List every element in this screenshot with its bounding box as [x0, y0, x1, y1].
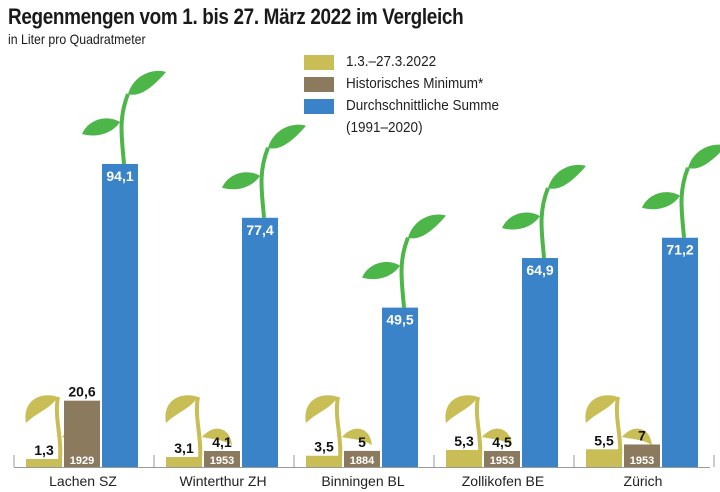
legend-label-average: Durchschnittliche Summe [346, 97, 500, 114]
plant-leaf-icon [642, 192, 680, 210]
wilted-leaf-icon [25, 395, 58, 423]
bar-minimum [64, 400, 100, 467]
plant-leaf-icon [128, 70, 166, 95]
plant-stem-icon [679, 166, 690, 238]
data-label-minimum-year: 1929 [70, 455, 94, 467]
x-tick-label: Binningen BL [321, 473, 405, 489]
bar-average [662, 237, 698, 467]
data-label-minimum: 20,6 [68, 384, 95, 400]
data-label-minimum: 4,5 [492, 434, 512, 450]
data-label-current: 5,3 [454, 433, 474, 449]
x-tick-label: Winterthur ZH [179, 473, 266, 489]
bar-average [382, 307, 418, 467]
legend-label-average-period: (1991–2020) [346, 119, 423, 136]
wilted-plant-stem-icon [474, 396, 483, 460]
wilted-leaf-icon [445, 395, 478, 423]
data-label-current: 3,5 [314, 439, 334, 455]
wilted-leaf-icon [202, 428, 232, 445]
data-label-minimum: 7 [638, 427, 646, 443]
bar-minimum [344, 450, 380, 467]
plant-stem-icon [259, 147, 270, 218]
plant-leaf-icon [222, 172, 260, 190]
legend-swatch-average [304, 99, 334, 114]
x-tick-label: Lachen SZ [49, 473, 117, 489]
bar-average [102, 163, 138, 468]
wilted-plant-stem-icon [54, 396, 63, 460]
data-label-current: 1,3 [34, 442, 54, 458]
bar-average [242, 217, 278, 467]
data-label-average: 71,2 [666, 242, 693, 258]
bar-minimum [204, 451, 240, 467]
plant-leaf-icon [82, 118, 120, 136]
bar-minimum [484, 451, 520, 467]
wilted-leaf-icon [622, 428, 652, 445]
wilted-leaf-icon [482, 428, 512, 445]
plant-leaf-icon [268, 124, 306, 149]
bar-current [446, 449, 482, 467]
wilted-leaf-icon [305, 395, 338, 423]
data-label-minimum: 5 [358, 434, 366, 450]
bar-average [522, 258, 558, 467]
data-label-minimum-year: 1884 [350, 455, 375, 467]
legend-label-current: 1.3.–27.3.2022 [346, 53, 437, 70]
data-label-minimum-year: 1953 [630, 455, 654, 467]
plant-leaf-icon [548, 164, 586, 189]
plant-stem-icon [539, 187, 550, 259]
data-label-minimum: 4,1 [212, 434, 232, 450]
bar-current [26, 459, 62, 467]
data-label-average: 94,1 [106, 168, 133, 184]
wilted-leaf-icon [585, 395, 618, 423]
plant-leaf-icon [408, 214, 446, 239]
data-label-minimum-year: 1953 [490, 455, 514, 467]
plant-stem-icon [119, 93, 130, 165]
bar-current [166, 457, 202, 467]
legend-swatch-minimum [304, 77, 334, 92]
bar-minimum [624, 444, 660, 467]
wilted-leaf-icon [342, 428, 372, 445]
plant-leaf-icon [688, 144, 720, 169]
plant-stem-icon [399, 236, 410, 308]
chart-title: Regenmengen vom 1. bis 27. März 2022 im … [8, 4, 464, 29]
x-tick-label: Zollikofen BE [462, 473, 544, 489]
bar-current [306, 455, 342, 467]
x-tick-label: Zürich [624, 473, 663, 489]
legend-label-minimum: Historisches Minimum* [346, 75, 484, 92]
chart-subtitle: in Liter pro Quadratmeter [8, 31, 146, 47]
plant-leaf-icon [362, 262, 400, 280]
wilted-plant-stem-icon [194, 396, 203, 460]
legend-swatch-current [304, 55, 334, 70]
data-label-current: 3,1 [174, 440, 194, 456]
data-label-average: 77,4 [246, 222, 273, 238]
wilted-leaf-icon [165, 395, 198, 423]
data-label-minimum-year: 1953 [210, 455, 234, 467]
data-label-average: 49,5 [386, 312, 413, 328]
plant-leaf-icon [502, 212, 540, 230]
data-label-average: 64,9 [526, 262, 553, 278]
wilted-plant-stem-icon [334, 396, 343, 460]
data-label-current: 5,5 [594, 432, 614, 448]
bar-current [586, 449, 622, 467]
